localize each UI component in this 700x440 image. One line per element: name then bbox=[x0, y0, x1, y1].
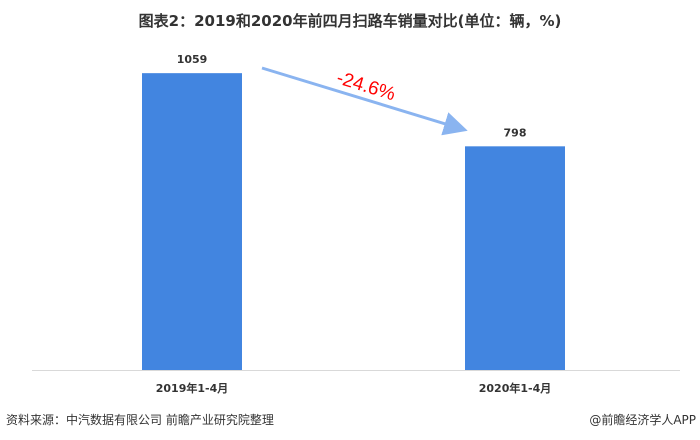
data-label: 1059 bbox=[177, 53, 208, 66]
source-note: 资料来源：中汽数据有限公司 前瞻产业研究院整理 bbox=[6, 413, 274, 427]
bar-2 bbox=[465, 146, 565, 370]
change-arrow bbox=[261, 66, 468, 136]
chart-title: 图表2：2019和2020年前四月扫路车销量对比(单位：辆，%) bbox=[138, 12, 562, 30]
x-tick-label: 2020年1-4月 bbox=[479, 381, 552, 395]
credit-note: @前瞻经济学人APP bbox=[589, 413, 696, 427]
x-tick-label: 2019年1-4月 bbox=[156, 381, 229, 395]
data-label: 798 bbox=[504, 126, 527, 139]
bar-1 bbox=[142, 73, 242, 370]
